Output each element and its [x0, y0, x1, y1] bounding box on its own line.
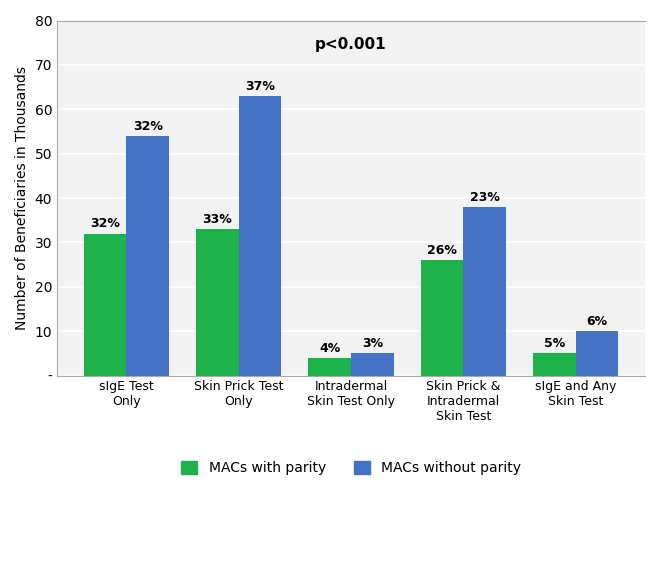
- Bar: [351, 353, 394, 376]
- Y-axis label: Number of Beneficiaries in Thousands: Number of Beneficiaries in Thousands: [15, 66, 29, 330]
- Legend: MACs with parity, MACs without parity: MACs with parity, MACs without parity: [181, 461, 521, 475]
- Text: 32%: 32%: [133, 120, 163, 133]
- Text: 37%: 37%: [245, 80, 275, 93]
- Text: 33%: 33%: [203, 213, 232, 226]
- Text: 26%: 26%: [427, 244, 457, 257]
- Bar: [308, 358, 351, 376]
- Text: 5%: 5%: [544, 337, 565, 350]
- Bar: [533, 353, 576, 376]
- Bar: [420, 260, 463, 376]
- Text: 32%: 32%: [90, 218, 120, 231]
- Text: p<0.001: p<0.001: [315, 37, 387, 51]
- Bar: [576, 331, 618, 376]
- Bar: [84, 233, 127, 376]
- Text: 6%: 6%: [586, 315, 607, 328]
- Bar: [127, 136, 169, 376]
- Text: 4%: 4%: [319, 342, 341, 355]
- Bar: [463, 207, 506, 376]
- Text: 3%: 3%: [362, 337, 383, 350]
- Text: 23%: 23%: [470, 191, 500, 204]
- Bar: [196, 229, 239, 376]
- Bar: [239, 96, 281, 376]
